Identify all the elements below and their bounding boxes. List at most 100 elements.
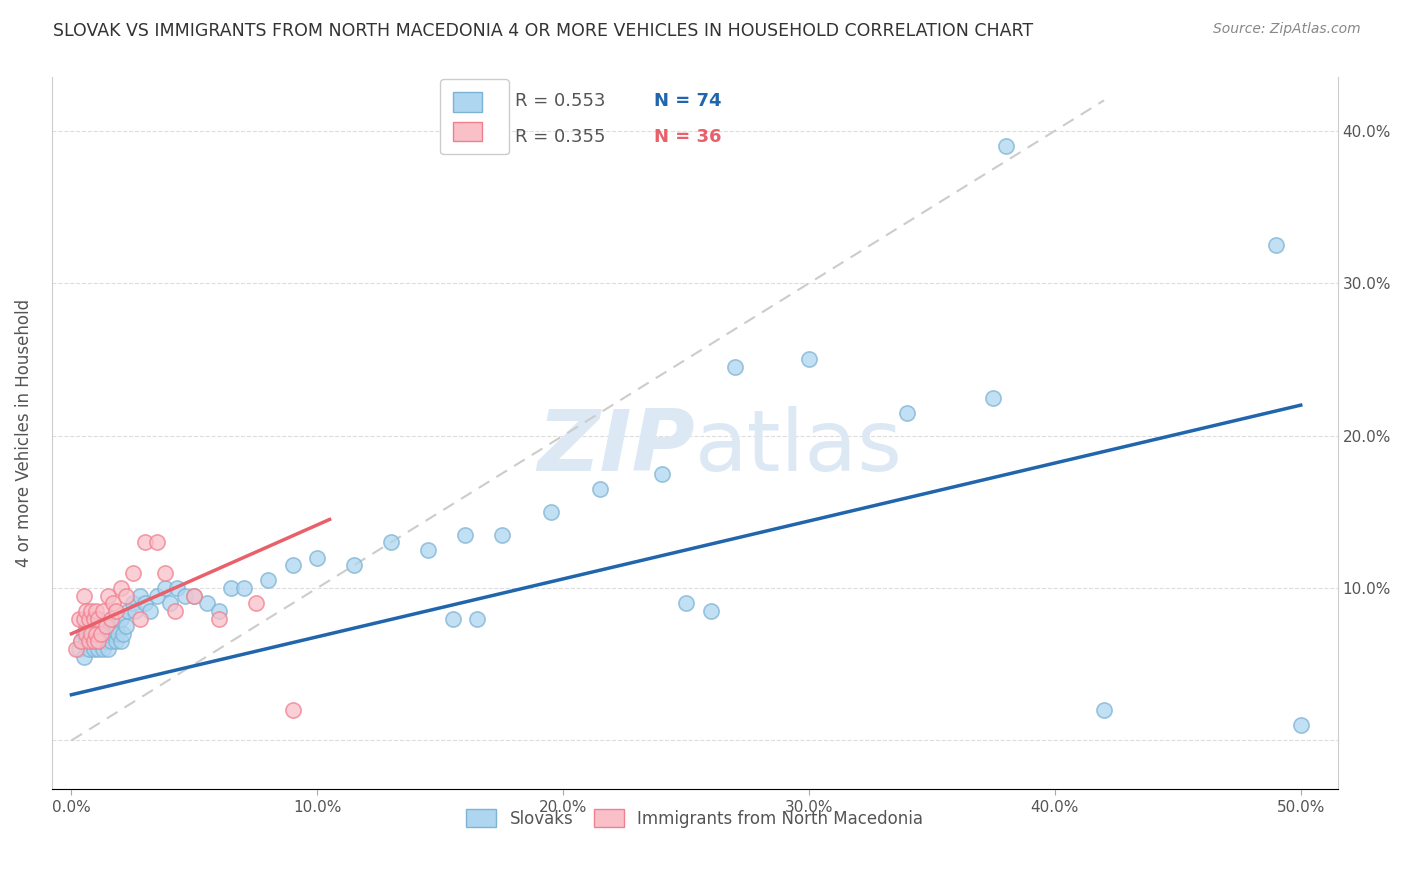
Text: R = 0.355: R = 0.355: [515, 128, 605, 145]
Point: [380, 535, 402, 549]
Point: [153, 581, 176, 595]
Text: R = 0.553: R = 0.553: [515, 92, 605, 110]
Text: SLOVAK VS IMMIGRANTS FROM NORTH MACEDONIA 4 OR MORE VEHICLES IN HOUSEHOLD CORREL: SLOVAK VS IMMIGRANTS FROM NORTH MACEDONI…: [53, 22, 1033, 40]
Point: [114, 619, 136, 633]
Point: [104, 604, 127, 618]
Point: [73, 611, 96, 625]
Legend: Slovaks, Immigrants from North Macedonia: Slovaks, Immigrants from North Macedonia: [460, 802, 929, 834]
Point: [100, 634, 122, 648]
Point: [77, 634, 100, 648]
Point: [83, 642, 105, 657]
Point: [73, 589, 96, 603]
Point: [896, 406, 918, 420]
Point: [84, 634, 107, 648]
Point: [1092, 703, 1115, 717]
Point: [124, 604, 146, 618]
Point: [159, 596, 181, 610]
Point: [73, 626, 96, 640]
Point: [87, 634, 110, 648]
Point: [183, 589, 205, 603]
Point: [97, 642, 120, 657]
Point: [699, 604, 721, 618]
Text: N = 36: N = 36: [654, 128, 721, 145]
Point: [112, 626, 135, 640]
Point: [146, 589, 169, 603]
Text: N = 74: N = 74: [654, 92, 721, 110]
Point: [70, 634, 93, 648]
Point: [80, 634, 103, 648]
Point: [100, 619, 122, 633]
Point: [97, 626, 120, 640]
Point: [208, 604, 231, 618]
Point: [67, 642, 90, 657]
Point: [1289, 718, 1312, 732]
Point: [77, 626, 100, 640]
Point: [110, 611, 132, 625]
Point: [281, 558, 304, 573]
Point: [208, 611, 231, 625]
Point: [80, 626, 103, 640]
Point: [675, 596, 697, 610]
Point: [84, 604, 107, 618]
Point: [84, 611, 107, 625]
Point: [183, 589, 205, 603]
Point: [77, 611, 100, 625]
Point: [97, 589, 120, 603]
Point: [94, 619, 117, 633]
Point: [93, 604, 115, 618]
Point: [491, 527, 513, 541]
Point: [114, 589, 136, 603]
Point: [83, 611, 105, 625]
Point: [103, 626, 125, 640]
Point: [134, 535, 156, 549]
Point: [245, 596, 267, 610]
Point: [650, 467, 672, 481]
Point: [84, 626, 107, 640]
Point: [94, 619, 117, 633]
Point: [540, 505, 562, 519]
Point: [75, 626, 97, 640]
Point: [195, 596, 218, 610]
Point: [70, 634, 93, 648]
Point: [103, 596, 125, 610]
Point: [94, 634, 117, 648]
Point: [281, 703, 304, 717]
Point: [122, 596, 145, 610]
Point: [110, 581, 132, 595]
Point: [83, 626, 105, 640]
Point: [93, 626, 115, 640]
Point: [257, 574, 280, 588]
Point: [67, 611, 90, 625]
Point: [75, 619, 97, 633]
Point: [65, 642, 87, 657]
Point: [465, 611, 488, 625]
Point: [589, 482, 612, 496]
Point: [87, 611, 110, 625]
Point: [139, 604, 162, 618]
Point: [104, 619, 127, 633]
Point: [173, 589, 195, 603]
Point: [122, 566, 145, 580]
Point: [80, 604, 103, 618]
Point: [307, 550, 329, 565]
Point: [166, 581, 188, 595]
Point: [797, 352, 820, 367]
Point: [163, 604, 186, 618]
Point: [104, 634, 127, 648]
Point: [232, 581, 254, 595]
Point: [83, 634, 105, 648]
Point: [416, 543, 439, 558]
Point: [219, 581, 242, 595]
Point: [100, 611, 122, 625]
Point: [87, 642, 110, 657]
Point: [107, 626, 129, 640]
Point: [146, 535, 169, 549]
Point: [134, 596, 156, 610]
Point: [84, 619, 107, 633]
Point: [983, 391, 1005, 405]
Point: [80, 619, 103, 633]
Y-axis label: 4 or more Vehicles in Household: 4 or more Vehicles in Household: [15, 300, 32, 567]
Point: [153, 566, 176, 580]
Point: [994, 139, 1017, 153]
Point: [73, 649, 96, 664]
